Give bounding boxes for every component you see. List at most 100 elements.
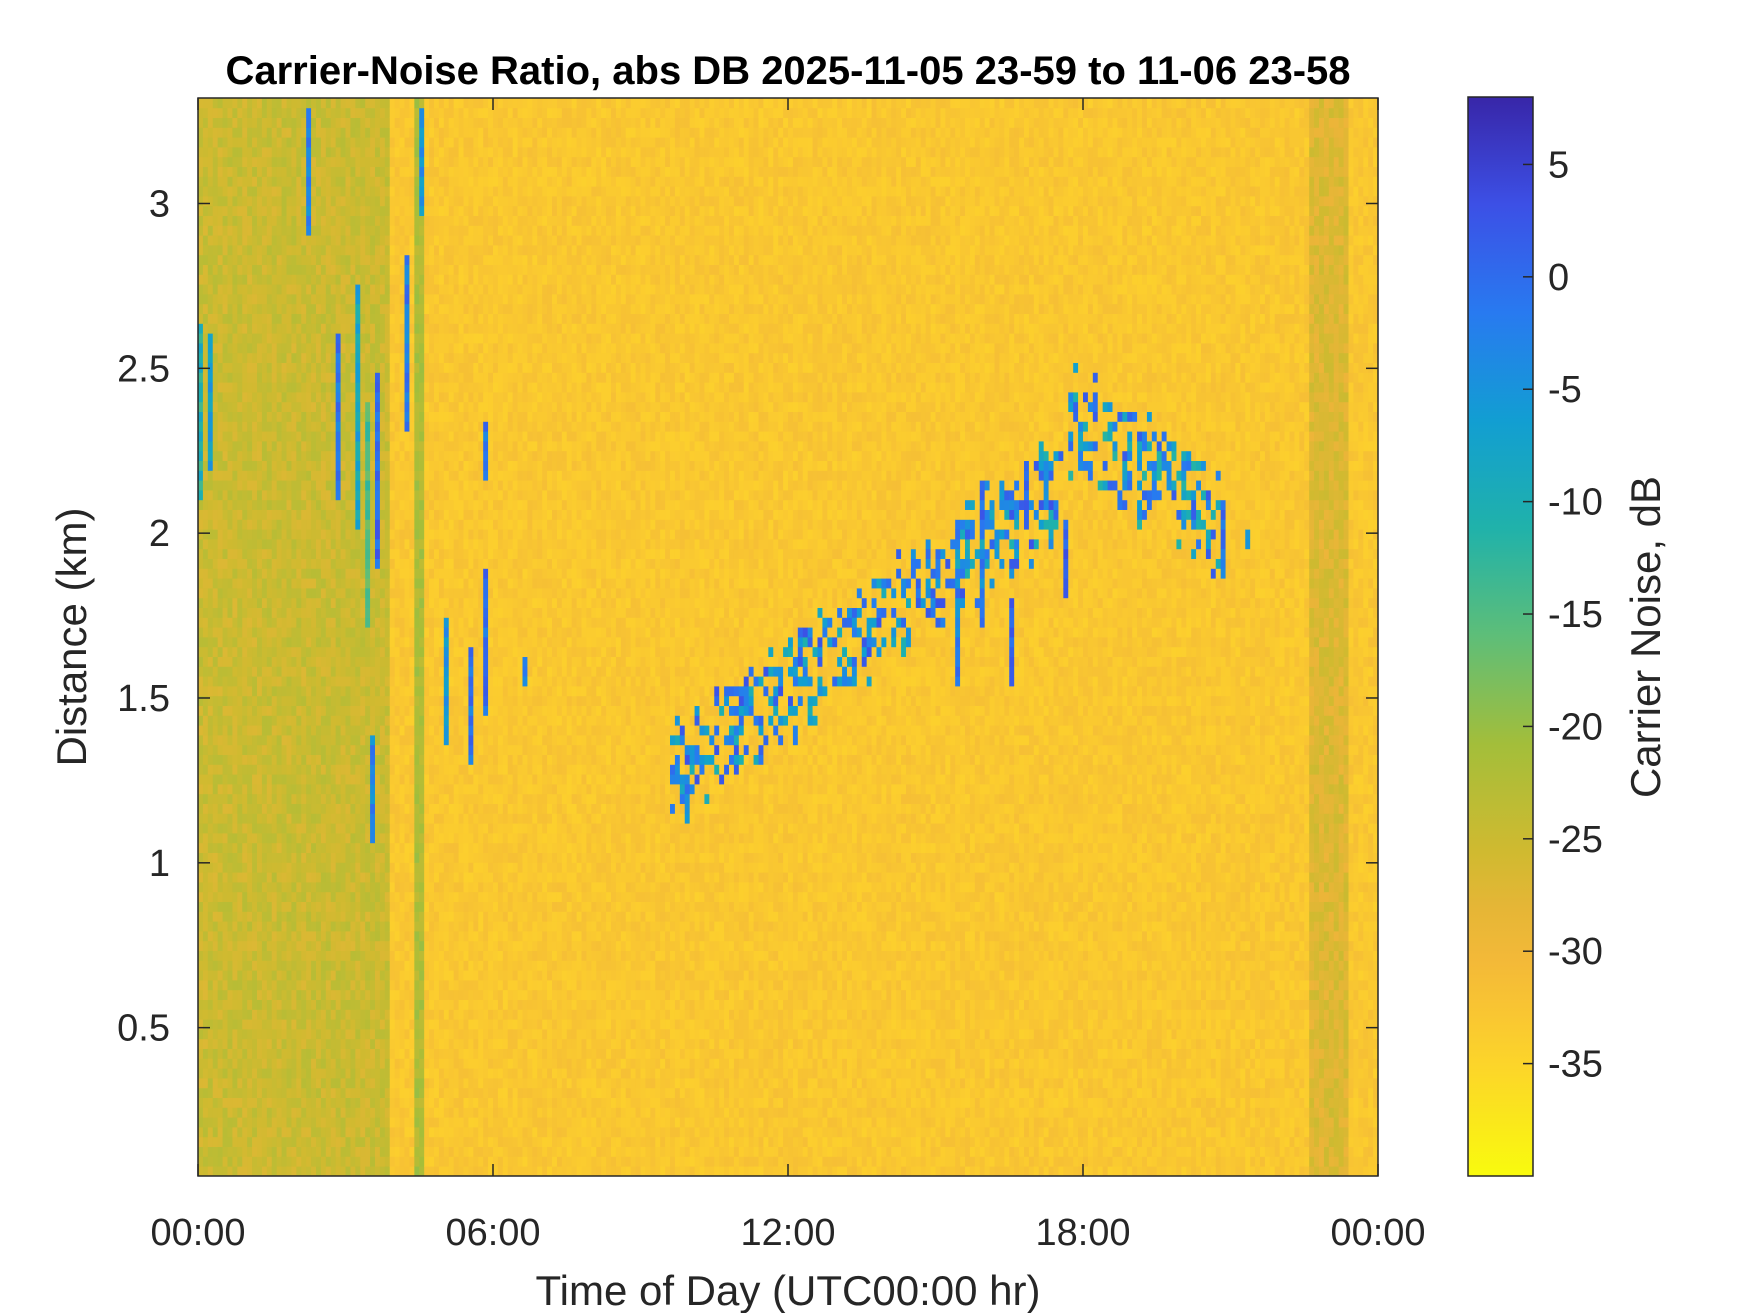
heatmap-cell (360, 568, 365, 578)
heatmap-cell (360, 892, 365, 902)
heatmap-cell (336, 813, 341, 823)
heatmap-cell (262, 1058, 267, 1068)
heatmap-cell (291, 804, 296, 814)
heatmap-cell (409, 1137, 414, 1147)
heatmap-cell (326, 813, 331, 823)
heatmap-cell (232, 647, 237, 657)
heatmap-cell (267, 402, 272, 412)
heatmap-cell (237, 970, 242, 980)
heatmap-cell (242, 108, 247, 118)
heatmap-cell (370, 549, 375, 559)
heatmap-cell (341, 921, 346, 931)
heatmap-cell (208, 216, 213, 226)
heatmap-cell (316, 402, 321, 412)
heatmap-cell (395, 588, 400, 598)
heatmap-cell (395, 882, 400, 892)
heatmap-cell (405, 431, 410, 441)
heatmap-cell (291, 745, 296, 755)
heatmap-cell (262, 813, 267, 823)
heatmap-cell (242, 529, 247, 539)
heatmap-cell (247, 833, 252, 843)
heatmap-cell (375, 1009, 380, 1019)
heatmap-cell (311, 666, 316, 676)
heatmap-cell (360, 696, 365, 706)
heatmap-cell (385, 833, 390, 843)
heatmap-cell (419, 1147, 424, 1157)
heatmap-cell (311, 637, 316, 647)
heatmap-cell (400, 1039, 405, 1049)
heatmap-cell (306, 441, 311, 451)
heatmap-cell (237, 441, 242, 451)
heatmap-cell (316, 578, 321, 588)
heatmap-cell (218, 745, 223, 755)
heatmap-cell (198, 1009, 203, 1019)
heatmap-cell (385, 441, 390, 451)
heatmap-cell (355, 813, 360, 823)
heatmap-cell (262, 255, 267, 265)
heatmap-cell (232, 176, 237, 186)
heatmap-cell (267, 490, 272, 500)
heatmap-cell (296, 490, 301, 500)
heatmap-cell (321, 225, 326, 235)
heatmap-cell (223, 882, 228, 892)
heatmap-cell (237, 549, 242, 559)
heatmap-cell (223, 1127, 228, 1137)
heatmap-cell (375, 784, 380, 794)
heatmap-cell (228, 970, 233, 980)
heatmap-cell (198, 294, 203, 304)
heatmap-cell (326, 363, 331, 373)
heatmap-cell (228, 1098, 233, 1108)
heatmap-cell (360, 1058, 365, 1068)
heatmap-cell (252, 1019, 257, 1029)
heatmap-cell (257, 176, 262, 186)
heatmap-cell (282, 137, 287, 147)
heatmap-cell (242, 1107, 247, 1117)
heatmap-cell (350, 294, 355, 304)
heatmap-cell (301, 1068, 306, 1078)
heatmap-cell (247, 176, 252, 186)
heatmap-cell (213, 323, 218, 333)
heatmap-cell (247, 568, 252, 578)
heatmap-cell (218, 715, 223, 725)
heatmap-cell (198, 451, 203, 461)
heatmap-cell (316, 353, 321, 363)
heatmap-cell (282, 431, 287, 441)
heatmap-cell (405, 372, 410, 382)
heatmap-cell (419, 1029, 424, 1039)
heatmap-cell (262, 843, 267, 853)
heatmap-cell (405, 294, 410, 304)
heatmap-cell (208, 314, 213, 324)
heatmap-cell (262, 441, 267, 451)
heatmap-cell (296, 872, 301, 882)
heatmap-cell (385, 412, 390, 422)
heatmap-cell (296, 725, 301, 735)
heatmap-cell (291, 167, 296, 177)
heatmap-cell (282, 1000, 287, 1010)
heatmap-cell (242, 343, 247, 353)
heatmap-cell (400, 1117, 405, 1127)
heatmap-cell (360, 1029, 365, 1039)
heatmap-cell (321, 412, 326, 422)
heatmap-cell (321, 715, 326, 725)
heatmap-cell (272, 1137, 277, 1147)
heatmap-cell (306, 813, 311, 823)
heatmap-cell (296, 1107, 301, 1117)
heatmap-cell (306, 902, 311, 912)
heatmap-cell (218, 686, 223, 696)
heatmap-cell (405, 696, 410, 706)
heatmap-cell (277, 382, 282, 392)
heatmap-cell (267, 549, 272, 559)
heatmap-cell (242, 764, 247, 774)
heatmap-cell (380, 353, 385, 363)
heatmap-cell (252, 206, 257, 216)
heatmap-cell (198, 559, 203, 569)
heatmap-cell (390, 343, 395, 353)
heatmap-cell (228, 617, 233, 627)
heatmap-cell (400, 608, 405, 618)
heatmap-cell (405, 167, 410, 177)
heatmap-cell (390, 539, 395, 549)
heatmap-cell (223, 637, 228, 647)
heatmap-cell (296, 1029, 301, 1039)
heatmap-cell (252, 382, 257, 392)
heatmap-cell (252, 255, 257, 265)
